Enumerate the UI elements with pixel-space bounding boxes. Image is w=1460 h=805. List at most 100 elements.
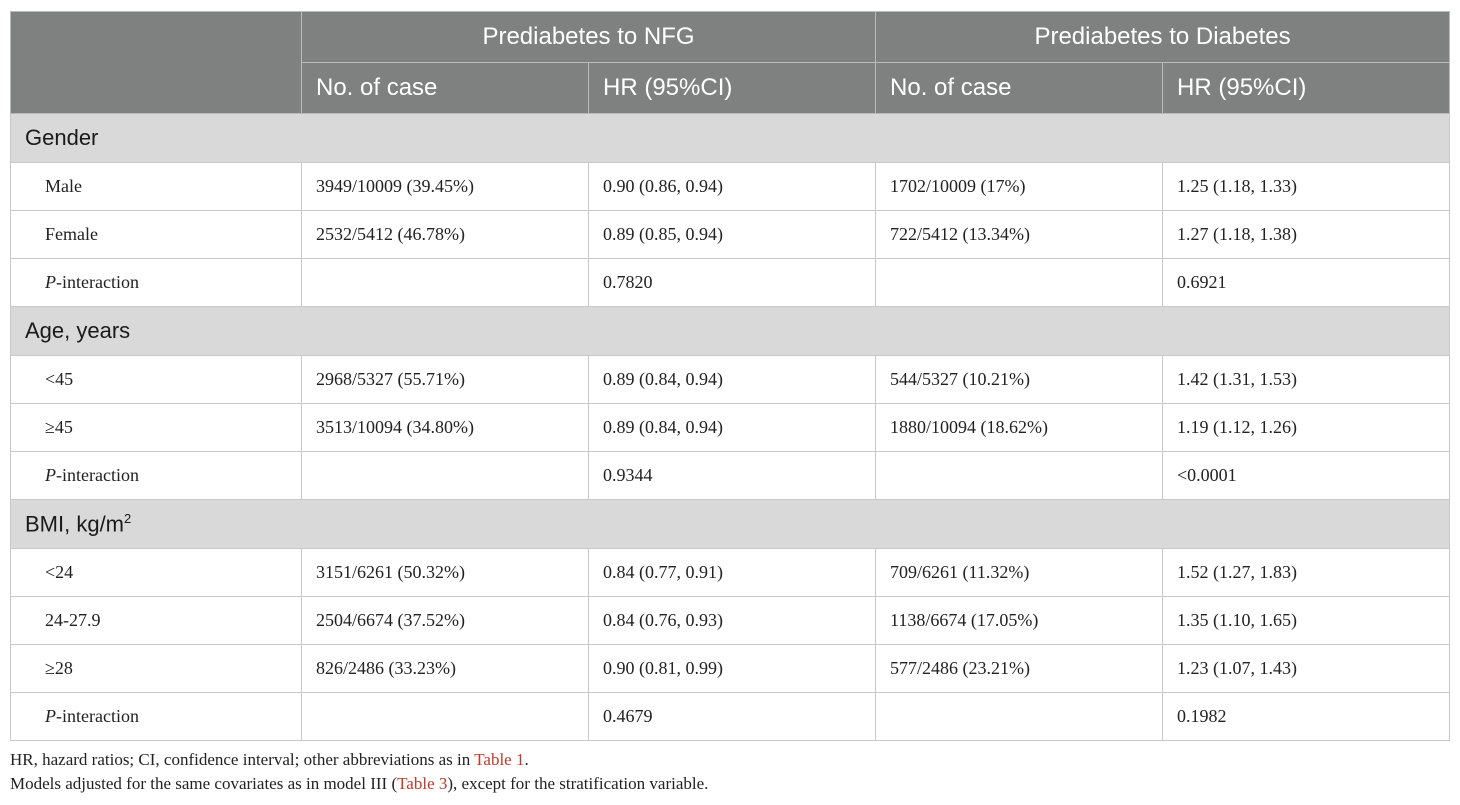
table-row: ≥45 3513/10094 (34.80%) 0.89 (0.84, 0.94) 1…	[10, 403, 1451, 452]
row-label-text: <45	[45, 369, 74, 389]
table-cell: 0.84 (0.77, 0.91)	[587, 548, 877, 597]
table-cell: 1.25 (1.18, 1.33)	[1162, 162, 1451, 211]
table-cell: 0.89 (0.84, 0.94)	[587, 403, 877, 452]
row-label-text: -interaction	[56, 272, 139, 292]
row-label: P-interaction	[10, 451, 302, 500]
table-cell: 544/5327 (10.21%)	[875, 355, 1164, 404]
table-cell: 0.84 (0.76, 0.93)	[587, 596, 877, 645]
row-label: Female	[10, 210, 302, 259]
table-cell: 1.19 (1.12, 1.26)	[1162, 403, 1451, 452]
section-title-superscript: 2	[124, 510, 132, 526]
row-label-text: -interaction	[56, 465, 139, 485]
table-cell: 0.90 (0.86, 0.94)	[587, 162, 877, 211]
footnote-2-end: ), except for the stratification variabl…	[447, 774, 709, 793]
table-cell: 3151/6261 (50.32%)	[301, 548, 589, 597]
table-cell: 709/6261 (11.32%)	[875, 548, 1164, 597]
section-title-text: Age, years	[25, 318, 131, 343]
footnote-2-text: Models adjusted for the same covariates …	[10, 774, 398, 793]
table-cell	[875, 692, 1164, 741]
row-label: Male	[10, 162, 302, 211]
table-cell: 0.7820	[587, 258, 877, 307]
table-row: ≥28 826/2486 (33.23%) 0.90 (0.81, 0.99) 577…	[10, 644, 1451, 693]
row-label-italic: P	[45, 272, 56, 292]
table-cell: 1.35 (1.10, 1.65)	[1162, 596, 1451, 645]
table-cell: 722/5412 (13.34%)	[875, 210, 1164, 259]
header-col-hr-diabetes: HR (95%CI)	[1162, 62, 1451, 114]
table-cell: 1.23 (1.07, 1.43)	[1162, 644, 1451, 693]
row-label-text: ≥45	[45, 417, 73, 437]
row-label-italic: P	[45, 465, 56, 485]
table-cell: 3949/10009 (39.45%)	[301, 162, 589, 211]
results-table: Prediabetes to NFG Prediabetes to Diabet…	[9, 11, 1451, 741]
row-label-text: Female	[45, 224, 98, 244]
table-cell: 0.4679	[587, 692, 877, 741]
table-cell: 3513/10094 (34.80%)	[301, 403, 589, 452]
table-cell: 0.9344	[587, 451, 877, 500]
row-label-text: 24-27.9	[45, 610, 101, 630]
table-cell: 2504/6674 (37.52%)	[301, 596, 589, 645]
header-blank	[10, 11, 302, 114]
table-cell: 1.52 (1.27, 1.83)	[1162, 548, 1451, 597]
row-label-text: -interaction	[56, 706, 139, 726]
header-group-nfg: Prediabetes to NFG	[300, 11, 877, 63]
table-row: 24-27.9 2504/6674 (37.52%) 0.84 (0.76, 0.9…	[10, 596, 1451, 645]
row-label: P-interaction	[10, 258, 302, 307]
table-cell: 2532/5412 (46.78%)	[301, 210, 589, 259]
footnote-1-text: HR, hazard ratios; CI, confidence interv…	[10, 750, 475, 769]
table-cell: 0.90 (0.81, 0.99)	[587, 644, 877, 693]
table-cell: 0.89 (0.84, 0.94)	[587, 355, 877, 404]
table-cell	[301, 451, 589, 500]
results-table-container: Prediabetes to NFG Prediabetes to Diabet…	[9, 11, 1451, 741]
table-cell: 1.27 (1.18, 1.38)	[1162, 210, 1451, 259]
section-title: BMI, kg/m2	[9, 499, 1451, 549]
table-row: P-interaction 0.7820 0.6921	[10, 258, 1451, 307]
table-cell: 1.42 (1.31, 1.53)	[1162, 355, 1451, 404]
section-title-text: Gender	[25, 125, 99, 150]
table-cell: 1702/10009 (17%)	[875, 162, 1164, 211]
header-group-diabetes: Prediabetes to Diabetes	[875, 11, 1451, 63]
row-label: <45	[10, 355, 302, 404]
row-label-text: <24	[45, 562, 74, 582]
table-cell	[875, 258, 1164, 307]
section-row: Gender	[9, 113, 1451, 163]
row-label: P-interaction	[10, 692, 302, 741]
table-row: P-interaction 0.4679 0.1982	[10, 692, 1451, 741]
table-cell: 1138/6674 (17.05%)	[875, 596, 1164, 645]
row-label: ≥45	[10, 403, 302, 452]
section-row: Age, years	[9, 306, 1451, 356]
table-cell: <0.0001	[1162, 451, 1451, 500]
row-label-text: ≥28	[45, 658, 73, 678]
footnote-abbreviations: HR, hazard ratios; CI, confidence interv…	[10, 750, 529, 770]
table-cell: 577/2486 (23.21%)	[875, 644, 1164, 693]
section-title: Age, years	[9, 306, 1451, 356]
row-label: 24-27.9	[10, 596, 302, 645]
table-cell	[301, 258, 589, 307]
row-label: <24	[10, 548, 302, 597]
table-row: <45 2968/5327 (55.71%) 0.89 (0.84, 0.94) 54…	[10, 355, 1451, 404]
row-label-text: Male	[45, 176, 82, 196]
table-row: <24 3151/6261 (50.32%) 0.84 (0.77, 0.91) 70…	[10, 548, 1451, 597]
table-row: P-interaction 0.9344 <0.0001	[10, 451, 1451, 500]
table-cell: 1880/10094 (18.62%)	[875, 403, 1164, 452]
table-cell: 826/2486 (33.23%)	[301, 644, 589, 693]
table-cell: 2968/5327 (55.71%)	[301, 355, 589, 404]
table-cell	[875, 451, 1164, 500]
row-label: ≥28	[10, 644, 302, 693]
footnote-1-end: .	[524, 750, 529, 769]
table-cell: 0.6921	[1162, 258, 1451, 307]
header-col-cases-nfg: No. of case	[301, 62, 589, 114]
header-col-cases-diabetes: No. of case	[875, 62, 1164, 114]
table-3-link[interactable]: Table 3	[397, 774, 448, 793]
table-cell: 0.1982	[1162, 692, 1451, 741]
header-col-hr-nfg: HR (95%CI)	[587, 62, 877, 114]
table-row: Female 2532/5412 (46.78%) 0.89 (0.85, 0.94…	[10, 210, 1451, 259]
section-row: BMI, kg/m2	[9, 499, 1451, 549]
table-row: Male 3949/10009 (39.45%) 0.90 (0.86, 0.94)…	[10, 162, 1451, 211]
table-cell	[301, 692, 589, 741]
footnote-models: Models adjusted for the same covariates …	[10, 774, 708, 794]
table-1-link[interactable]: Table 1	[474, 750, 525, 769]
section-title-text: BMI, kg/m	[25, 511, 125, 537]
table-cell: 0.89 (0.85, 0.94)	[587, 210, 877, 259]
table-body: Gender Male 3949/10009 (39.45%) 0.90 (0.86,…	[9, 113, 1451, 741]
row-label-italic: P	[45, 706, 56, 726]
